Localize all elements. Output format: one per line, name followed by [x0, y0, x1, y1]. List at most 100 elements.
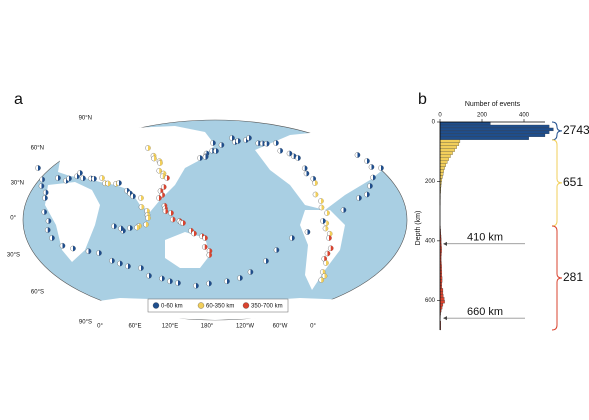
brace	[551, 139, 563, 227]
panel-label: a	[14, 91, 23, 108]
focal-mechanism-quadrant	[315, 191, 319, 198]
focal-mechanism-quadrant	[120, 260, 123, 267]
lat-label: 30°S	[7, 253, 20, 259]
arrow-head	[443, 316, 447, 321]
bar	[439, 303, 444, 307]
focal-mechanism-quadrant	[216, 148, 219, 154]
lat-label: 60°N	[31, 146, 44, 152]
focal-mechanism-quadrant	[154, 155, 157, 162]
focal-mechanism-quadrant	[298, 155, 301, 161]
focal-mechanism-quadrant	[162, 192, 165, 198]
bar	[439, 288, 444, 292]
focal-mechanism-quadrant	[94, 176, 97, 182]
bar	[439, 300, 445, 304]
x-tick-label: 200	[477, 113, 488, 119]
focal-mechanism-quadrant	[137, 224, 140, 231]
focal-mechanism-quadrant	[213, 140, 216, 146]
lat-label: 30°N	[11, 181, 24, 187]
focal-mechanism-quadrant	[330, 245, 334, 251]
group-total: 281	[563, 270, 583, 284]
brace	[551, 225, 563, 331]
focal-mechanism-quadrant	[123, 228, 126, 234]
focal-mechanism-quadrant	[221, 142, 225, 148]
focal-mechanism-quadrant	[196, 283, 199, 289]
focal-mechanism-quadrant	[370, 183, 373, 189]
lat-label: 90°N	[79, 116, 92, 122]
focal-mechanism-quadrant	[48, 218, 52, 224]
focal-mechanism-quadrant	[266, 141, 270, 147]
focal-mechanism-quadrant	[371, 164, 375, 170]
focal-mechanism-quadrant	[178, 280, 181, 286]
land	[165, 232, 210, 268]
focal-mechanism-quadrant	[114, 223, 117, 229]
land	[300, 210, 345, 290]
x-tick-label: 400	[519, 113, 530, 119]
lon-label: 0°	[97, 324, 103, 330]
focal-mechanism-quadrant	[141, 265, 144, 271]
bar	[439, 124, 550, 129]
bar	[439, 148, 455, 152]
focal-mechanism-quadrant	[41, 183, 45, 189]
focal-mechanism-quadrant	[315, 180, 318, 186]
focal-mechanism-quadrant	[307, 229, 311, 235]
bar	[439, 166, 445, 170]
y-tick-label: 600	[425, 298, 436, 304]
focal-mechanism-quadrant	[69, 175, 72, 182]
bar	[439, 133, 546, 137]
focal-mechanism-quadrant	[373, 174, 376, 181]
focal-mechanism-quadrant	[141, 195, 144, 201]
y-tick-label: 400	[425, 238, 436, 244]
focal-mechanism-quadrant	[327, 210, 330, 216]
focal-mechanism-quadrant	[108, 180, 111, 187]
focal-mechanism-quadrant	[141, 204, 145, 210]
bar	[439, 163, 447, 167]
bar	[439, 157, 449, 161]
focal-mechanism-quadrant	[321, 277, 324, 283]
focal-mechanism-quadrant	[183, 220, 186, 226]
focal-mechanism-quadrant	[58, 175, 61, 181]
focal-mechanism-quadrant	[146, 221, 149, 228]
focal-mechanism-quadrant	[167, 175, 170, 181]
legend-swatch	[152, 302, 160, 309]
focal-mechanism-quadrant	[313, 176, 316, 182]
bar	[439, 297, 445, 301]
focal-mechanism-quadrant	[304, 165, 308, 171]
bar	[439, 160, 448, 164]
focal-mechanism-quadrant	[148, 145, 151, 151]
focal-mechanism-quadrant	[45, 189, 49, 196]
focal-mechanism-quadrant	[149, 273, 152, 279]
bar	[439, 169, 444, 173]
panel-label: b	[418, 91, 427, 108]
focal-mechanism-quadrant	[162, 275, 165, 282]
bar	[439, 136, 529, 140]
bar	[439, 142, 460, 146]
focal-mechanism-quadrant	[323, 218, 326, 224]
focal-mechanism-quadrant	[172, 216, 176, 223]
focal-mechanism-quadrant	[148, 215, 151, 221]
focal-mechanism-quadrant	[367, 191, 370, 198]
focal-mechanism-quadrant	[99, 250, 102, 256]
focal-mechanism-quadrant	[159, 195, 162, 201]
annotation-label: 410 km	[467, 232, 503, 244]
focal-mechanism-quadrant	[326, 220, 329, 226]
focal-mechanism-quadrant	[130, 225, 133, 231]
bar	[439, 145, 457, 149]
focal-mechanism-quadrant	[232, 135, 235, 141]
x-axis-title: Number of events	[465, 101, 521, 108]
focal-mechanism-quadrant	[52, 235, 55, 241]
focal-mechanism-quadrant	[45, 195, 48, 201]
focal-mechanism-quadrant	[292, 235, 295, 241]
focal-mechanism-quadrant	[209, 248, 213, 254]
focal-mechanism-quadrant	[204, 244, 208, 250]
x-tick-label: 0	[438, 113, 442, 119]
focal-mechanism-quadrant	[329, 235, 332, 241]
focal-mechanism-quadrant	[306, 170, 310, 177]
legend-label: 0-60 km	[161, 304, 183, 310]
focal-mechanism-quadrant	[266, 258, 269, 264]
land	[140, 128, 170, 150]
lon-label: 120°W	[236, 324, 254, 330]
brace	[551, 121, 563, 141]
focal-mechanism-quadrant	[276, 140, 279, 146]
legend-label: 350-700 km	[251, 304, 283, 310]
